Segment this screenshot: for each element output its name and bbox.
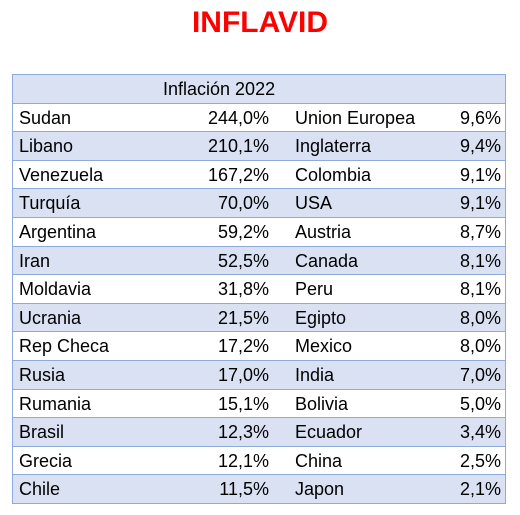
country-left-cell: Sudan [19,107,72,128]
value-right-cell: 8,1% [459,279,501,300]
value-right-cell: 5,0% [459,393,501,414]
page-title: INFLAVID [191,6,329,39]
country-left-cell: Argentina [19,221,97,242]
value-left-cell: 210,1% [207,136,269,157]
country-left-cell: Libano [19,136,74,157]
value-left-cell: 167,2% [207,164,269,185]
table-row: Sudan 244,0% Union Europea 9,6% [13,104,505,133]
value-right-cell: 2,5% [459,450,501,471]
country-left-cell: Rep Checa [19,336,110,357]
value-left-cell: 70,0% [217,193,269,214]
country-left-cell: Chile [19,479,61,500]
value-left-cell: 15,1% [217,393,269,414]
table-row: Venezuela 167,2% Colombia 9,1% [13,161,505,190]
country-right-cell: Egipto [295,307,347,328]
country-right-cell: Colombia [295,164,372,185]
country-right-cell: Union Europea [295,107,416,128]
country-right-cell: Japon [295,479,345,500]
value-right-cell: 9,4% [459,136,501,157]
country-left-cell: Ucrania [19,307,82,328]
country-right-cell: Canada [295,250,359,271]
value-left-cell: 31,8% [217,279,269,300]
value-left-cell: 52,5% [217,250,269,271]
table-row: Ucrania 21,5% Egipto 8,0% [13,303,505,333]
inflation-table: Inflación 2022 Sudan 244,0% Union Europea 9… [12,74,506,504]
value-right-cell: 7,0% [459,364,501,385]
country-right-cell: China [295,450,343,471]
value-right-cell: 8,7% [459,221,501,242]
value-right-cell: 3,4% [459,422,501,443]
value-left-cell: 11,5% [219,479,269,500]
value-left-cell: 21,5% [217,307,269,328]
value-right-cell: 9,1% [459,193,501,214]
table-row: Rusia 17,0% India 7,0% [13,360,505,390]
table-row: Brasil 12,3% Ecuador 3,4% [13,418,505,447]
country-left-cell: Rumania [19,393,92,414]
country-left-cell: Brasil [19,422,65,443]
table-row: Rumania 15,1% Bolivia 5,0% [13,390,505,419]
value-left-cell: 12,1% [217,450,269,471]
table-row: Argentina 59,2% Austria 8,7% [13,218,505,247]
country-right-cell: Ecuador [295,422,363,443]
table-row: Iran 52,5% Canada 8,1% [13,246,505,276]
country-left-cell: Moldavia [19,279,92,300]
table-row: Rep Checa 17,2% Mexico 8,0% [13,332,505,361]
country-left-cell: Venezuela [19,164,104,185]
country-right-cell: USA [295,193,333,214]
table-row: Grecia 12,1% China 2,5% [13,447,505,476]
table-row: Libano 210,1% Inglaterra 9,4% [13,132,505,161]
value-right-cell: 9,6% [459,107,501,128]
value-left-cell: 17,0% [217,364,269,385]
value-right-cell: 9,1% [459,164,501,185]
table-row: Moldavia 31,8% Peru 8,1% [13,275,505,304]
country-right-cell: Inglaterra [295,136,372,157]
table-row: Chile 11,5% Japon 2,1% [13,475,505,503]
value-right-cell: 2,1% [459,479,501,500]
country-left-cell: Rusia [19,364,66,385]
value-left-cell: 244,0% [207,107,269,128]
table-header-label: Inflación 2022 [163,79,276,99]
value-left-cell: 17,2% [217,336,269,357]
value-left-cell: 59,2% [217,221,269,242]
country-right-cell: Austria [295,221,352,242]
country-left-cell: Turquía [19,193,81,214]
country-right-cell: Bolivia [295,393,349,414]
country-left-cell: Iran [19,250,51,271]
country-right-cell: Mexico [295,336,353,357]
country-right-cell: India [295,364,335,385]
value-right-cell: 8,1% [459,250,501,271]
table-row: Turquía 70,0% USA 9,1% [13,189,505,218]
value-right-cell: 8,0% [459,307,501,328]
value-right-cell: 8,0% [459,336,501,357]
value-left-cell: 12,3% [217,422,269,443]
country-left-cell: Grecia [19,450,73,471]
table-header-row: Inflación 2022 [13,75,505,104]
country-right-cell: Peru [295,279,334,300]
